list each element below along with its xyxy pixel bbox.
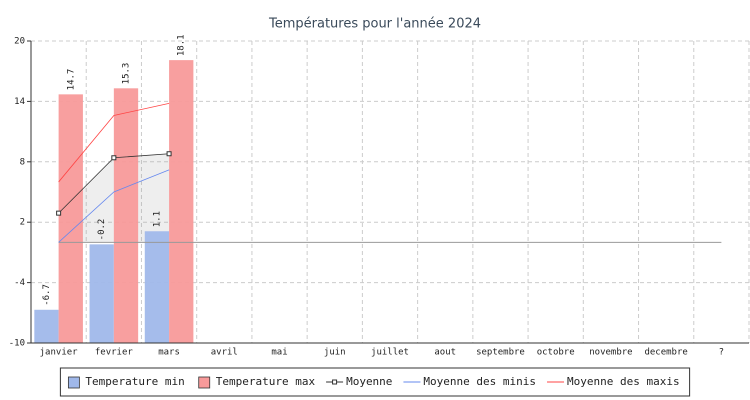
legend-box [59, 367, 691, 397]
bar [58, 94, 83, 343]
legend-swatch [198, 376, 211, 389]
data-label: -6.7 [42, 284, 52, 306]
x-tick-label: mars [158, 348, 180, 358]
x-tick-label: juin [324, 348, 346, 358]
legend: Temperature min Temperature max Moyenne Moy… [59, 367, 691, 397]
legend-label: Moyenne [346, 375, 392, 388]
y-tick-label: -10 [9, 339, 25, 349]
x-tick-label: ? [719, 348, 724, 358]
x-tick-label: aout [434, 348, 456, 358]
line [58, 103, 170, 183]
x-tick-label: novembre [589, 348, 632, 358]
x-tick-label: decembre [644, 348, 687, 358]
y-tick-label: 14 [14, 97, 25, 107]
data-label: -0.2 [97, 219, 107, 241]
point [111, 155, 117, 161]
data-label: 15.3 [121, 63, 131, 85]
bar [169, 60, 194, 343]
data-label: 18.1 [177, 34, 187, 56]
x-tick-label: octobre [537, 348, 575, 358]
legend-label: Temperature min [85, 375, 184, 388]
bar [144, 231, 170, 343]
line [58, 169, 170, 243]
point [166, 151, 172, 157]
x-tick-label: septembre [476, 348, 525, 358]
x-tick-label: avril [211, 348, 238, 358]
data-label: 1.1 [152, 211, 162, 227]
y-tick-label: 2 [20, 218, 25, 228]
y-tick-label: -4 [14, 278, 25, 288]
legend-label: Moyenne des minis [423, 375, 536, 388]
chart-title: Températures pour l'année 2024 [268, 17, 481, 32]
bar [89, 244, 114, 343]
data-label: 14.7 [66, 69, 76, 91]
legend-marker [332, 379, 338, 385]
legend-label: Temperature max [216, 375, 316, 388]
area [58, 153, 170, 243]
bar [34, 309, 59, 343]
x-tick-label: mai [271, 348, 287, 358]
x-tick-label: fevrier [95, 348, 134, 358]
legend-swatch [67, 376, 80, 389]
point [56, 210, 62, 216]
y-tick-label: 8 [20, 157, 25, 167]
x-tick-label: juillet [371, 348, 409, 358]
bar [113, 88, 139, 344]
legend-label: Moyenne des maxis [567, 375, 680, 388]
y-tick-label: 20 [14, 37, 25, 47]
x-tick-label: janvier [40, 348, 79, 358]
